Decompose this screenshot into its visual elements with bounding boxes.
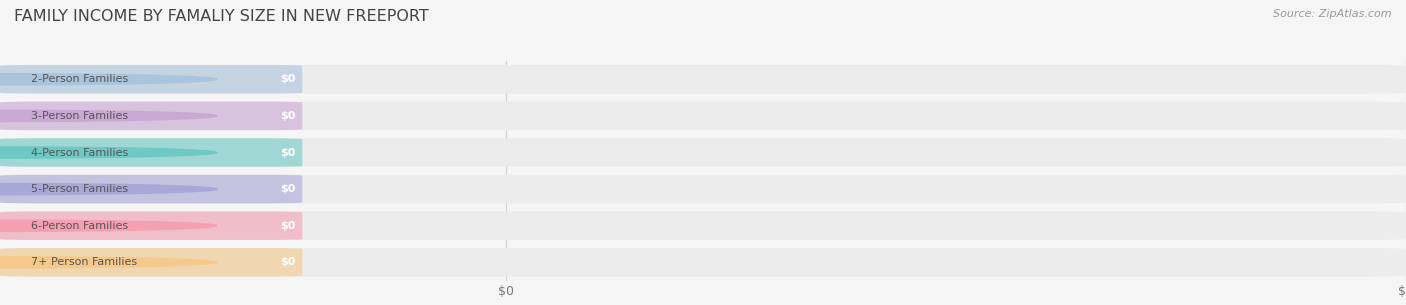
FancyBboxPatch shape (0, 175, 1406, 203)
Circle shape (0, 220, 217, 231)
FancyBboxPatch shape (0, 211, 1406, 240)
Text: $0: $0 (280, 111, 295, 121)
Text: $0: $0 (280, 74, 295, 84)
Text: 7+ Person Families: 7+ Person Families (31, 257, 136, 267)
FancyBboxPatch shape (0, 248, 1406, 277)
Text: Source: ZipAtlas.com: Source: ZipAtlas.com (1274, 9, 1392, 19)
Text: 6-Person Families: 6-Person Families (31, 221, 128, 231)
Text: 5-Person Families: 5-Person Families (31, 184, 128, 194)
Text: FAMILY INCOME BY FAMALIY SIZE IN NEW FREEPORT: FAMILY INCOME BY FAMALIY SIZE IN NEW FRE… (14, 9, 429, 24)
FancyBboxPatch shape (0, 102, 302, 130)
Text: $0: $0 (280, 221, 295, 231)
FancyBboxPatch shape (0, 175, 302, 203)
FancyBboxPatch shape (0, 65, 302, 94)
Text: 2-Person Families: 2-Person Families (31, 74, 128, 84)
Text: 4-Person Families: 4-Person Families (31, 148, 128, 157)
Circle shape (0, 184, 217, 195)
Circle shape (0, 147, 217, 158)
Circle shape (0, 257, 217, 268)
Circle shape (0, 74, 217, 85)
Text: $0: $0 (280, 257, 295, 267)
FancyBboxPatch shape (0, 138, 302, 167)
Circle shape (0, 110, 217, 121)
Text: $0: $0 (280, 184, 295, 194)
FancyBboxPatch shape (0, 248, 302, 277)
FancyBboxPatch shape (0, 211, 302, 240)
FancyBboxPatch shape (0, 102, 1406, 130)
FancyBboxPatch shape (0, 65, 1406, 94)
FancyBboxPatch shape (0, 138, 1406, 167)
Text: $0: $0 (280, 148, 295, 157)
Text: 3-Person Families: 3-Person Families (31, 111, 128, 121)
